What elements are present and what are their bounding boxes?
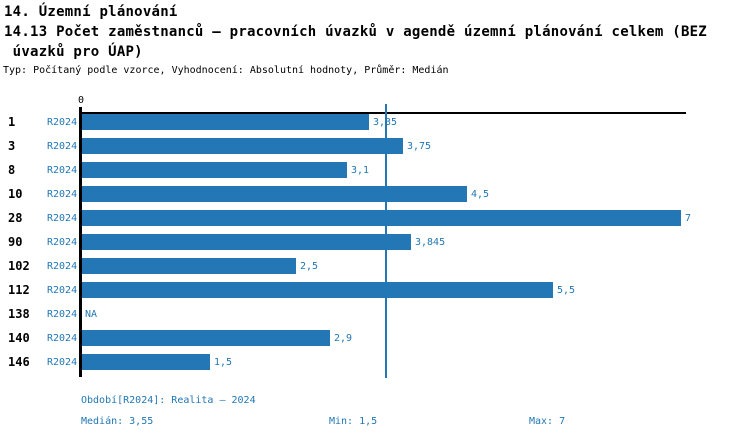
bar-value-label: 2,5	[300, 261, 319, 272]
bar	[82, 234, 411, 250]
row-id: 90	[8, 235, 23, 249]
footer-min: Min: 1,5	[329, 416, 378, 427]
row-period-label: R2024	[47, 261, 78, 272]
row-id: 112	[8, 283, 30, 297]
page-title-line2: 14.13 Počet zaměstnanců – pracovních úva…	[4, 24, 707, 40]
bar-value-label: 5,5	[557, 285, 576, 296]
chart-row: 28 R2024 7	[0, 210, 750, 226]
footer-max: Max: 7	[529, 416, 566, 427]
row-id: 138	[8, 307, 30, 321]
bar-value-label: 2,9	[334, 333, 353, 344]
row-id: 28	[8, 211, 23, 225]
bar-value-label: 3,35	[373, 117, 398, 128]
bar-value-label: 7	[685, 213, 692, 224]
chart-row: 3 R2024 3,75	[0, 138, 750, 154]
chart-meta-line: Typ: Počítaný podle vzorce, Vyhodnocení:…	[3, 65, 449, 76]
bar	[82, 282, 553, 298]
bar	[82, 354, 210, 370]
x-axis-top-line	[81, 112, 686, 114]
row-period-label: R2024	[47, 357, 78, 368]
footer-period-info: Období[R2024]: Realita – 2024	[81, 395, 256, 406]
row-id: 1	[8, 115, 16, 129]
row-period-label: R2024	[47, 285, 78, 296]
bar-value-label: 1,5	[214, 357, 233, 368]
bar	[82, 258, 296, 274]
bar	[82, 210, 681, 226]
row-period-label: R2024	[47, 333, 78, 344]
axis-zero-label: 0	[77, 95, 85, 106]
row-period-label: R2024	[47, 309, 78, 320]
bar-value-label: 4,5	[471, 189, 490, 200]
bar-value-label: NA	[85, 309, 98, 320]
bar-value-label: 3,75	[407, 141, 432, 152]
row-period-label: R2024	[47, 237, 78, 248]
chart-row: 138 R2024 NA	[0, 306, 750, 322]
bar-value-label: 3,845	[415, 237, 446, 248]
row-id: 140	[8, 331, 30, 345]
row-period-label: R2024	[47, 165, 78, 176]
chart-row: 112 R2024 5,5	[0, 282, 750, 298]
row-id: 10	[8, 187, 23, 201]
chart-row: 8 R2024 3,1	[0, 162, 750, 178]
bar	[82, 114, 369, 130]
chart-row: 146 R2024 1,5	[0, 354, 750, 370]
row-id: 102	[8, 259, 30, 273]
row-id: 146	[8, 355, 30, 369]
bar	[82, 162, 347, 178]
bar	[82, 186, 467, 202]
row-period-label: R2024	[47, 213, 78, 224]
bar	[82, 138, 403, 154]
row-period-label: R2024	[47, 141, 78, 152]
footer-median: Medián: 3,55	[81, 416, 154, 427]
row-period-label: R2024	[47, 117, 78, 128]
chart-row: 10 R2024 4,5	[0, 186, 750, 202]
bar-value-label: 3,1	[351, 165, 370, 176]
chart-row: 102 R2024 2,5	[0, 258, 750, 274]
row-id: 3	[8, 139, 16, 153]
row-id: 8	[8, 163, 16, 177]
row-period-label: R2024	[47, 189, 78, 200]
page-title-line1: 14. Územní plánování	[4, 4, 178, 20]
chart-row: 90 R2024 3,845	[0, 234, 750, 250]
bar	[82, 330, 330, 346]
chart-row: 1 R2024 3,35	[0, 114, 750, 130]
chart-row: 140 R2024 2,9	[0, 330, 750, 346]
y-axis-line	[79, 107, 82, 377]
page-title-line3: úvazků pro ÚAP)	[4, 44, 143, 60]
